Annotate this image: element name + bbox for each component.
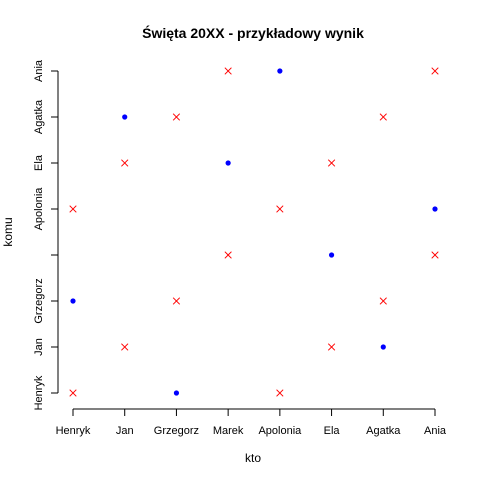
x-tick-label: Apolonia <box>258 425 302 437</box>
x-tick-label: Agatka <box>366 425 401 437</box>
y-tick-label: Apolonia <box>33 187 45 231</box>
cross-point <box>431 251 439 259</box>
y-tick-label: Ania <box>33 59 45 82</box>
x-tick-label: Ania <box>424 425 447 437</box>
y-tick-label: Agatka <box>33 99 45 134</box>
x-tick-label: Grzegorz <box>154 425 199 437</box>
chart-title: Święta 20XX - przykładowy wynik <box>142 24 364 41</box>
x-axis: Henryk Jan Grzegorz Marek Apolonia Ela Agatka A… <box>56 408 447 437</box>
x-tick-label: Jan <box>116 425 134 437</box>
y-tick-label: Grzegorz <box>33 278 45 323</box>
dot-point <box>173 390 180 396</box>
cross-point <box>379 113 387 121</box>
cross-point <box>224 67 232 75</box>
cross-point <box>379 297 387 305</box>
cross-point <box>121 159 129 167</box>
dot-point <box>328 252 335 258</box>
x-tick-label: Henryk <box>56 425 91 437</box>
y-axis: Henryk Jan Grzegorz Apolonia Ela Agatka Ania <box>33 59 59 410</box>
dot-point <box>380 344 386 350</box>
dot-point <box>277 68 283 74</box>
cross-point <box>431 67 439 75</box>
cross-point <box>172 297 181 305</box>
x-tick-label: Ela <box>324 425 341 437</box>
dot-point <box>122 114 128 120</box>
cross-point <box>69 205 77 213</box>
cross-point <box>69 389 77 397</box>
cross-point <box>327 343 336 351</box>
data-points <box>69 67 439 397</box>
y-axis-label: komu <box>1 217 15 246</box>
dot-point <box>225 160 231 166</box>
x-tick-label: Marek <box>213 425 244 437</box>
y-tick-label: Jan <box>33 338 45 356</box>
cross-point <box>276 205 284 213</box>
cross-point <box>121 343 129 351</box>
cross-point <box>224 251 232 259</box>
cross-point <box>172 113 181 121</box>
dot-point <box>432 206 438 212</box>
y-tick-label: Henryk <box>33 375 45 410</box>
x-axis-label: kto <box>245 451 261 465</box>
y-tick-label: Ela <box>33 154 45 171</box>
cross-point <box>276 389 284 397</box>
cross-point <box>327 159 336 167</box>
dot-point <box>70 298 76 304</box>
